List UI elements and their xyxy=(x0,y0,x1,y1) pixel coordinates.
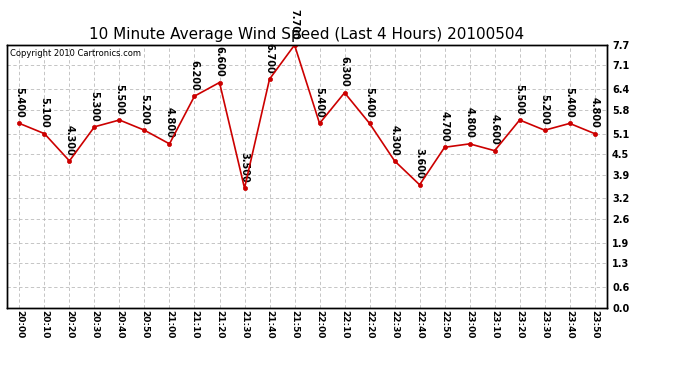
Text: 6.600: 6.600 xyxy=(215,46,224,77)
Text: 5.100: 5.100 xyxy=(39,98,50,128)
Text: 5.300: 5.300 xyxy=(90,90,99,121)
Text: 5.500: 5.500 xyxy=(515,84,524,114)
Text: 4.300: 4.300 xyxy=(64,124,75,155)
Text: 4.600: 4.600 xyxy=(490,114,500,145)
Text: 3.600: 3.600 xyxy=(415,148,424,179)
Text: 5.400: 5.400 xyxy=(564,87,575,118)
Text: 4.800: 4.800 xyxy=(464,107,475,138)
Text: Copyright 2010 Cartronics.com: Copyright 2010 Cartronics.com xyxy=(10,49,141,58)
Text: 6.200: 6.200 xyxy=(190,60,199,91)
Text: 5.400: 5.400 xyxy=(14,87,24,118)
Text: 5.400: 5.400 xyxy=(364,87,375,118)
Text: 4.700: 4.700 xyxy=(440,111,450,142)
Text: 4.800: 4.800 xyxy=(164,107,175,138)
Title: 10 Minute Average Wind Speed (Last 4 Hours) 20100504: 10 Minute Average Wind Speed (Last 4 Hou… xyxy=(90,27,524,42)
Text: 6.700: 6.700 xyxy=(264,43,275,74)
Text: 7.700: 7.700 xyxy=(290,9,299,39)
Text: 6.300: 6.300 xyxy=(339,56,350,87)
Text: 4.800: 4.800 xyxy=(590,97,600,128)
Text: 5.200: 5.200 xyxy=(139,94,150,124)
Text: 5.500: 5.500 xyxy=(115,84,124,114)
Text: 3.500: 3.500 xyxy=(239,152,250,183)
Text: 4.300: 4.300 xyxy=(390,124,400,155)
Text: 5.400: 5.400 xyxy=(315,87,324,118)
Text: 5.200: 5.200 xyxy=(540,94,550,124)
